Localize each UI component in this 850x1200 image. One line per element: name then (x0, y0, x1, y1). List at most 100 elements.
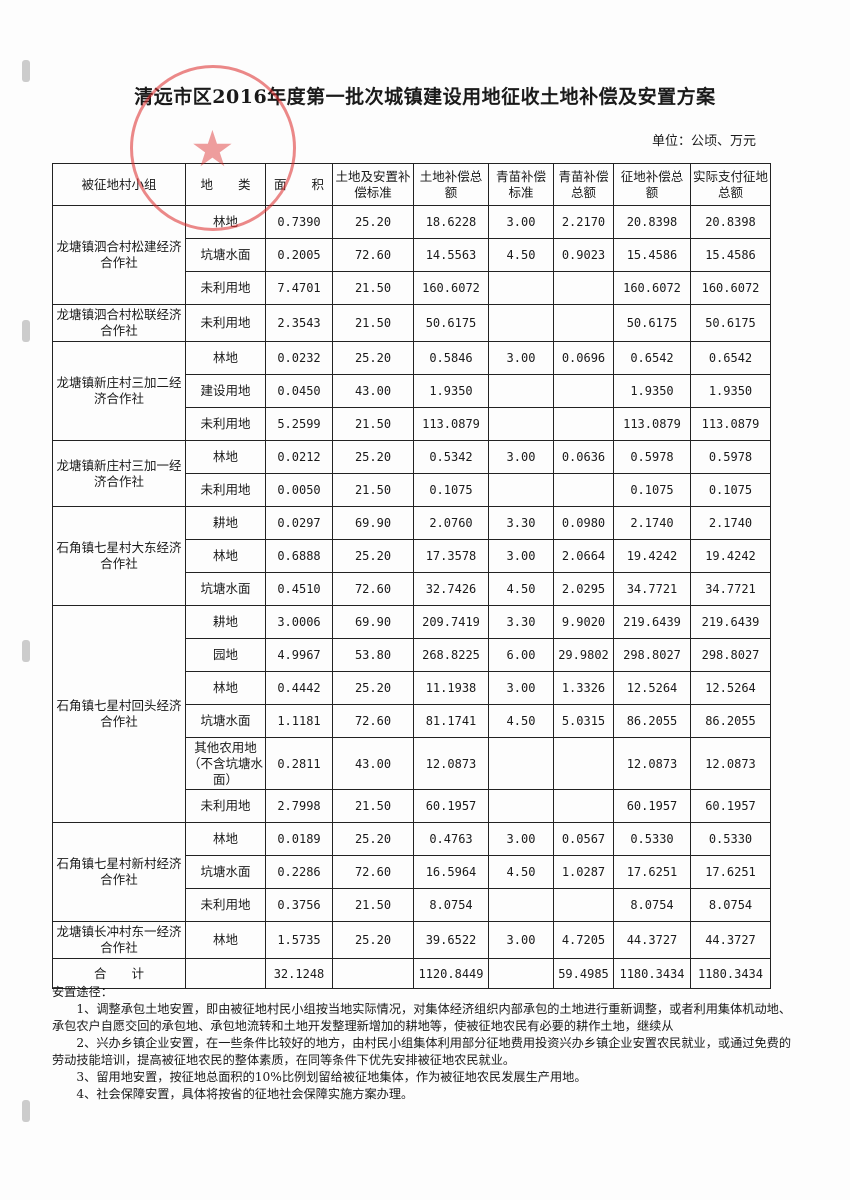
value-cell: 0.5978 (613, 440, 691, 474)
village-group-cell: 龙塘镇新庄村三加二经济合作社 (52, 341, 186, 441)
column-header: 青苗补偿标准 (488, 163, 554, 206)
value-cell: 17.6251 (690, 855, 771, 889)
value-cell (488, 888, 554, 922)
value-cell: 20.8398 (613, 205, 691, 239)
table-row: 未利用地 7.4701 21.50 160.6072 160.6072 160.6072 (53, 271, 771, 305)
value-cell: 0.6888 (265, 539, 333, 573)
value-cell: 12.5264 (690, 671, 771, 705)
total-value: 1180.3434 (690, 958, 771, 989)
value-cell: 15.4586 (690, 238, 771, 272)
value-cell (553, 737, 614, 790)
table-row: 石角镇七星村新村经济合作社 林地 0.0189 25.20 0.4763 3.00 0.05… (52, 822, 771, 922)
value-cell: 34.7721 (690, 572, 771, 606)
village-group-cell: 龙塘镇泗合村松建经济合作社 (52, 205, 186, 305)
value-cell: 12.5264 (613, 671, 691, 705)
table-row: 林地 0.6888 25.20 17.3578 3.00 2.0664 19.4242 19.… (53, 539, 771, 573)
value-cell: 2.7998 (265, 789, 333, 823)
total-label: 合 计 (52, 958, 186, 989)
value-cell: 0.1075 (613, 473, 691, 507)
value-cell: 0.0050 (265, 473, 333, 507)
table-row: 其他农用地（不含坑塘水面） 0.2811 43.00 12.0873 12.0873 12… (53, 737, 771, 790)
value-cell: 2.1740 (613, 506, 691, 540)
table-row: 未利用地 0.3756 21.50 8.0754 8.0754 8.0754 (53, 888, 771, 922)
value-cell: 0.9023 (553, 238, 614, 272)
village-group-cell: 龙塘镇新庄村三加一经济合作社 (52, 440, 186, 507)
value-cell (553, 271, 614, 305)
value-cell (553, 789, 614, 823)
value-cell (488, 737, 554, 790)
land-type-cell: 未利用地 (185, 888, 266, 922)
official-seal (130, 65, 296, 231)
value-cell: 34.7721 (613, 572, 691, 606)
value-cell: 21.50 (332, 789, 414, 823)
land-type-cell: 其他农用地（不含坑塘水面） (185, 737, 266, 790)
value-cell: 2.0760 (413, 506, 489, 540)
value-cell (488, 304, 554, 342)
value-cell: 7.4701 (265, 271, 333, 305)
value-cell: 0.5330 (613, 822, 691, 856)
village-group-cell: 石角镇七星村大东经济合作社 (52, 506, 186, 606)
value-cell: 0.0450 (265, 374, 333, 408)
value-cell: 69.90 (332, 605, 414, 639)
value-cell: 21.50 (332, 271, 414, 305)
land-type-cell: 未利用地 (185, 407, 266, 441)
total-value: 32.1248 (265, 958, 333, 989)
value-cell: 12.0873 (690, 737, 771, 790)
value-cell: 6.00 (488, 638, 554, 672)
value-cell: 72.60 (332, 855, 414, 889)
value-cell: 219.6439 (613, 605, 691, 639)
column-header: 征地补偿总额 (613, 163, 691, 206)
column-header: 土地补偿总额 (413, 163, 489, 206)
table-row: 龙塘镇泗合村松联经济合作社 未利用地 2.3543 21.50 50.6175 50.61… (52, 304, 771, 342)
value-cell: 0.5342 (413, 440, 489, 474)
column-header: 青苗补偿总额 (553, 163, 614, 206)
total-row: 合 计 32.1248 1120.8449 59.4985 1180.3434 1180.… (52, 958, 771, 989)
value-cell: 0.4763 (413, 822, 489, 856)
value-cell: 2.0664 (553, 539, 614, 573)
column-header: 实际支付征地总额 (690, 163, 771, 206)
value-cell: 0.0696 (553, 341, 614, 375)
value-cell (553, 374, 614, 408)
value-cell (488, 271, 554, 305)
value-cell: 0.0212 (265, 440, 333, 474)
value-cell: 209.7419 (413, 605, 489, 639)
value-cell: 25.20 (332, 921, 414, 959)
value-cell: 0.4510 (265, 572, 333, 606)
value-cell: 0.6542 (690, 341, 771, 375)
land-type-cell: 未利用地 (185, 473, 266, 507)
total-value: 1120.8449 (413, 958, 489, 989)
value-cell: 113.0879 (613, 407, 691, 441)
land-type-cell: 未利用地 (185, 789, 266, 823)
table-row: 未利用地 0.0050 21.50 0.1075 0.1075 0.1075 (53, 473, 771, 507)
value-cell: 298.8027 (613, 638, 691, 672)
value-cell: 44.3727 (613, 921, 691, 959)
value-cell: 0.7390 (265, 205, 333, 239)
table-row: 坑塘水面 0.2005 72.60 14.5563 4.50 0.9023 15.4586 1… (53, 238, 771, 272)
value-cell: 219.6439 (690, 605, 771, 639)
value-cell: 25.20 (332, 205, 414, 239)
value-cell: 3.00 (488, 440, 554, 474)
notes-section: 安置途径： 1、调整承包土地安置，即由被征地村民小组按当地实际情况，对集体经济组… (52, 984, 792, 1103)
value-cell: 0.0297 (265, 506, 333, 540)
table-row: 未利用地 5.2599 21.50 113.0879 113.0879 113.0879 (53, 407, 771, 441)
value-cell: 5.0315 (553, 704, 614, 738)
value-cell: 72.60 (332, 572, 414, 606)
value-cell: 8.0754 (613, 888, 691, 922)
value-cell: 3.00 (488, 921, 554, 959)
value-cell: 0.0567 (553, 822, 614, 856)
value-cell: 25.20 (332, 822, 414, 856)
value-cell: 60.1957 (690, 789, 771, 823)
value-cell: 12.0873 (613, 737, 691, 790)
note-item: 3、留用地安置，按征地总面积的10%比例划留给被征地集体，作为被征地农民发展生产… (76, 1070, 587, 1084)
land-type-cell: 未利用地 (185, 304, 266, 342)
value-cell: 1.9350 (413, 374, 489, 408)
note-item: 4、社会保障安置，具体将按省的征地社会保障实施方案办理。 (76, 1087, 414, 1101)
land-type-cell: 林地 (185, 341, 266, 375)
punch-hole (22, 60, 30, 82)
land-type-cell: 坑塘水面 (185, 855, 266, 889)
total-value: 1180.3434 (613, 958, 691, 989)
value-cell: 160.6072 (690, 271, 771, 305)
value-cell: 4.9967 (265, 638, 333, 672)
land-type-cell: 建设用地 (185, 374, 266, 408)
value-cell: 44.3727 (690, 921, 771, 959)
